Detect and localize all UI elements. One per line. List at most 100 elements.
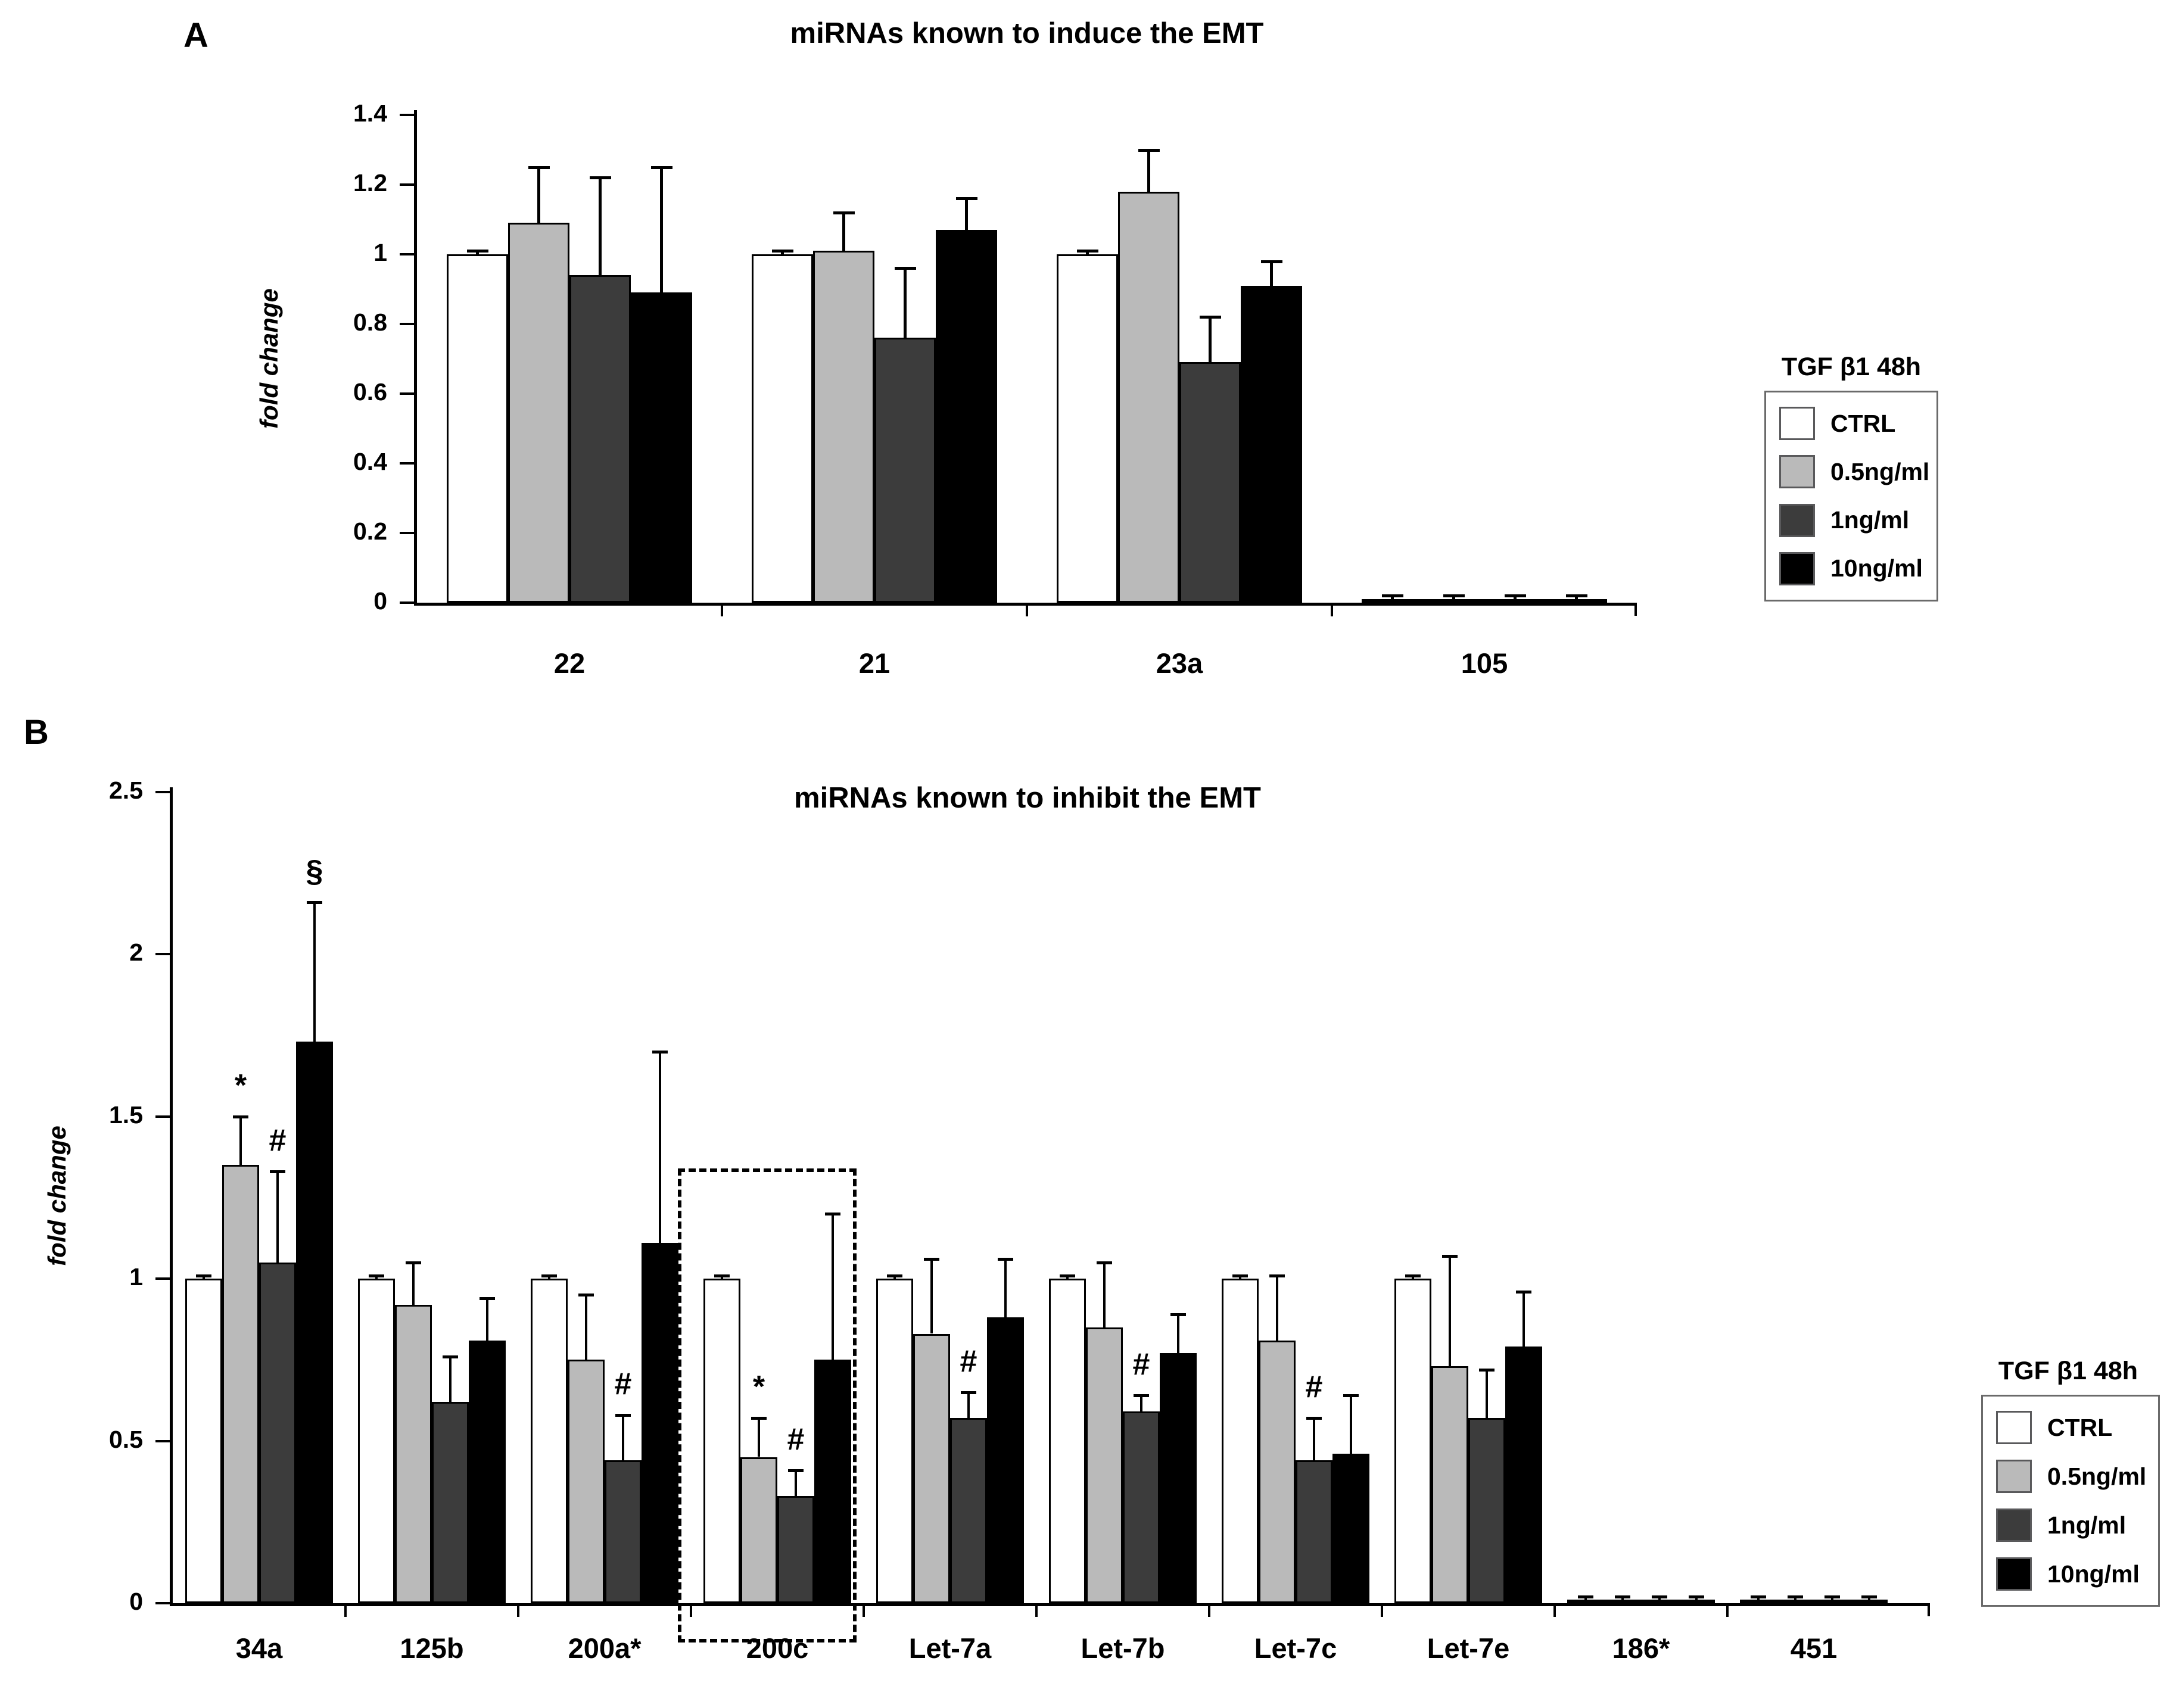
bar	[1086, 1327, 1123, 1603]
legend-swatch	[1779, 455, 1815, 489]
bar	[876, 1279, 913, 1603]
category-label: 21	[858, 647, 891, 679]
bar	[1259, 1341, 1296, 1603]
legend-swatch	[1996, 1411, 2032, 1444]
legend-entry: 10ng/ml	[1779, 551, 1923, 585]
error-bar-cap	[196, 1274, 211, 1277]
category-label: 186*	[1612, 1632, 1670, 1664]
error-bar-whisker	[1350, 1395, 1352, 1454]
error-bar-cap	[1343, 1394, 1359, 1397]
significance-marker: #	[269, 1123, 287, 1158]
category-label: 22	[553, 647, 586, 679]
y-tick	[155, 953, 170, 955]
legend-entry: 1ng/ml	[1779, 503, 1923, 537]
bar	[569, 275, 631, 603]
error-bar-cap	[956, 197, 977, 200]
bar	[874, 338, 936, 603]
legend-swatch	[1996, 1557, 2032, 1591]
bar	[936, 230, 997, 603]
bar	[1118, 192, 1179, 603]
legend-entry: 1ng/ml	[1996, 1508, 2145, 1542]
y-tick-label: 0.8	[353, 308, 387, 336]
group-separator-tick	[1331, 606, 1333, 616]
bar	[1123, 1411, 1160, 1603]
category-label: 451	[1790, 1632, 1838, 1664]
group-separator-tick	[721, 606, 723, 616]
error-bar-cap	[1405, 1274, 1421, 1277]
legend-swatch	[1779, 503, 1815, 537]
category-label: 34a	[235, 1632, 283, 1664]
y-tick-label: 1.4	[353, 99, 387, 127]
error-bar-whisker	[1313, 1418, 1315, 1460]
significance-marker: #	[614, 1367, 632, 1401]
error-bar-cap	[1232, 1274, 1248, 1277]
error-bar-whisker	[486, 1298, 488, 1341]
error-bar-cap	[1269, 1274, 1285, 1277]
y-tick	[400, 392, 414, 395]
bar	[752, 254, 813, 603]
error-bar-whisker	[239, 1117, 242, 1165]
group-separator-tick	[1035, 1606, 1038, 1617]
error-bar-whisker	[622, 1415, 624, 1460]
group-separator-tick	[1208, 1606, 1210, 1617]
bar	[913, 1334, 950, 1603]
error-bar-cap	[1077, 250, 1098, 253]
bar	[987, 1317, 1024, 1603]
y-tick	[400, 253, 414, 255]
bar	[740, 1457, 777, 1603]
error-bar-cap	[480, 1297, 495, 1300]
error-bar-whisker	[585, 1295, 587, 1360]
legend-entry-label: 0.5ng/ml	[1830, 457, 1930, 485]
chart-a-legend: CTRL 0.5ng/ml 1ng/ml 10ng/ml	[1764, 391, 1938, 601]
bar	[1362, 599, 1423, 603]
chart-b-legend: CTRL 0.5ng/ml 1ng/ml 10ng/ml	[1981, 1395, 2160, 1607]
bar	[222, 1165, 259, 1603]
y-tick-label: 0.5	[109, 1426, 143, 1453]
legend-entry: 10ng/ml	[1996, 1557, 2145, 1591]
category-label: 125b	[400, 1632, 464, 1664]
chart-b-legend-title: TGF β1 48h	[1998, 1357, 2138, 1385]
bar	[950, 1418, 987, 1603]
legend-entry-label: 0.5ng/ml	[2047, 1462, 2147, 1490]
error-bar-cap	[1443, 594, 1465, 597]
bar	[1505, 1347, 1542, 1603]
significance-marker: #	[1305, 1370, 1323, 1404]
group-separator-tick	[517, 1606, 519, 1617]
bar	[1814, 1600, 1851, 1603]
error-bar-whisker	[660, 167, 663, 293]
category-label: 200a*	[568, 1632, 642, 1664]
error-bar-cap	[270, 1170, 285, 1173]
bar	[1604, 1600, 1641, 1603]
legend-entry-label: 1ng/ml	[1830, 506, 1910, 534]
bar	[1484, 599, 1546, 603]
significance-marker: #	[960, 1344, 977, 1379]
error-bar-whisker	[313, 902, 316, 1042]
error-bar-whisker	[1522, 1292, 1525, 1347]
category-label: Let-7a	[908, 1632, 992, 1664]
category-label: Let-7e	[1427, 1632, 1510, 1664]
error-bar-whisker	[1103, 1263, 1106, 1327]
chart-a-legend-title: TGF β1 48h	[1781, 353, 1922, 381]
error-bar-cap	[1261, 260, 1282, 263]
significance-marker: *	[234, 1068, 247, 1103]
error-bar-cap	[443, 1355, 458, 1358]
category-label: Let-7c	[1254, 1632, 1337, 1664]
error-bar-whisker	[795, 1470, 797, 1497]
y-tick-label: 1.5	[109, 1101, 143, 1129]
error-bar-cap	[406, 1261, 421, 1264]
error-bar-cap	[1689, 1595, 1704, 1598]
bar	[1160, 1353, 1197, 1603]
error-bar-cap	[714, 1274, 730, 1277]
error-bar-cap	[651, 166, 672, 169]
bar	[469, 1341, 506, 1603]
error-bar-cap	[652, 1051, 668, 1054]
legend-entry: 0.5ng/ml	[1996, 1460, 2147, 1493]
error-bar-cap	[1200, 316, 1221, 319]
x-axis-line	[414, 603, 1637, 606]
error-bar-cap	[751, 1417, 767, 1420]
highlight-dashed-box	[678, 1168, 857, 1642]
bar	[1179, 362, 1241, 603]
bar	[358, 1279, 395, 1603]
y-tick-label: 1	[129, 1263, 143, 1291]
bar	[1468, 1418, 1505, 1603]
